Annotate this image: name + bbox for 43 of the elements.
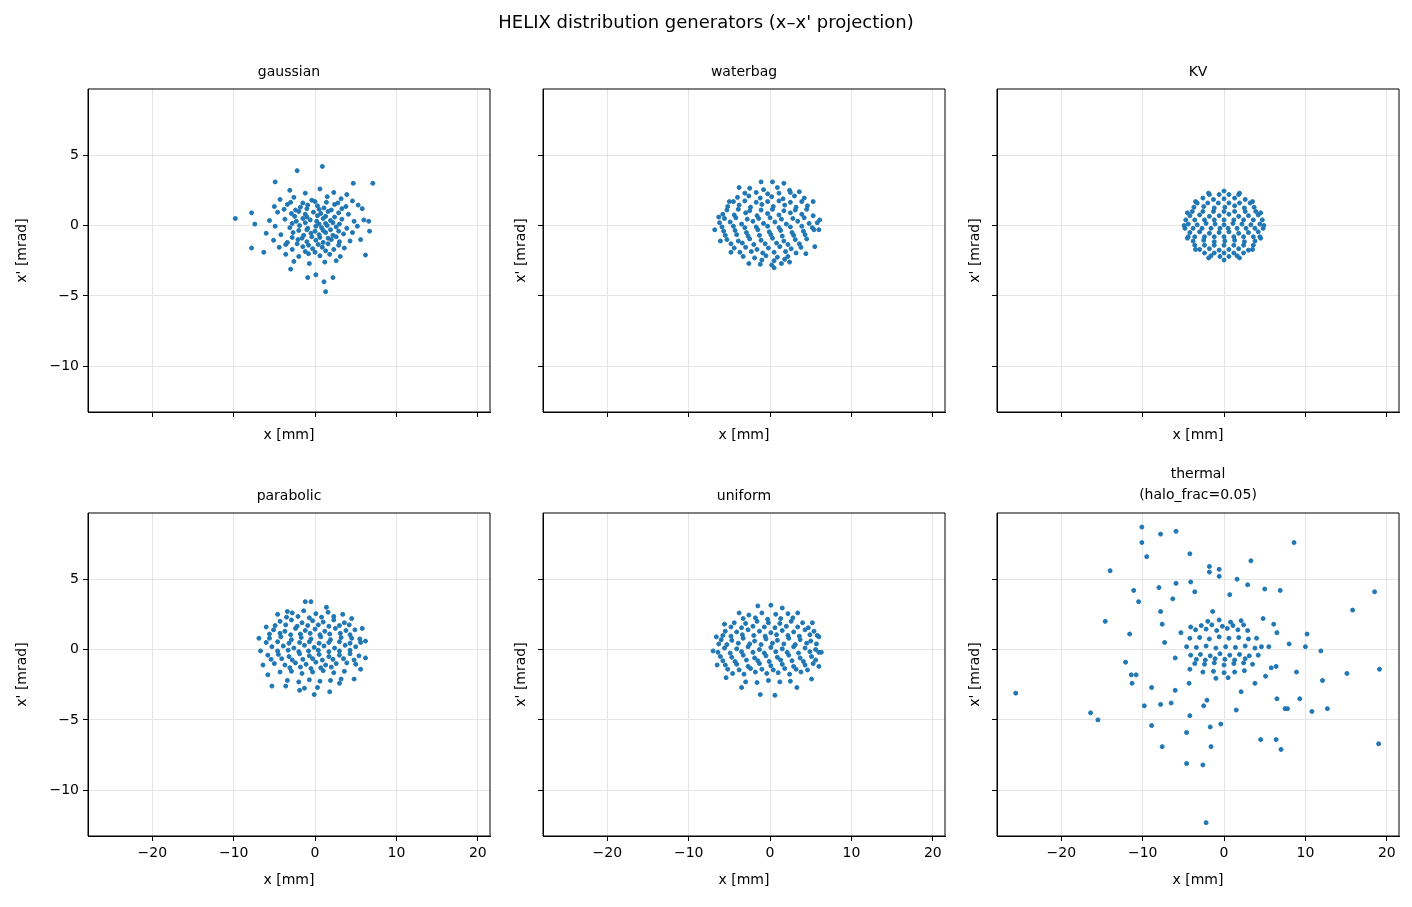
text: HELIX distribution generators (x–x' projection)	[498, 11, 914, 33]
x-tick-label: −20	[137, 844, 168, 861]
x-axis-title: x [mm]	[718, 870, 770, 887]
x-tick-label: 10	[1296, 844, 1315, 861]
y-axis-title: x' [mrad]	[511, 642, 528, 707]
x-axis-title: x [mm]	[1172, 870, 1224, 887]
x-tick-label: 20	[923, 844, 942, 861]
x-tick-label: −10	[218, 844, 249, 861]
x-tick-label: 0	[310, 844, 320, 861]
chart-title: gaussian	[257, 62, 321, 79]
x-tick-label: −10	[1127, 844, 1158, 861]
x-tick-label: 0	[765, 844, 775, 861]
x-tick-label: −10	[673, 844, 704, 861]
y-axis-title: x' [mrad]	[12, 642, 29, 707]
y-axis-title: x' [mrad]	[965, 218, 982, 283]
x-axis-title: x [mm]	[718, 425, 770, 442]
y-axis-title: x' [mrad]	[511, 218, 528, 283]
chart-title: thermal	[1170, 464, 1226, 481]
chart-subtitle: (halo_frac=0.05)	[1139, 485, 1257, 502]
x-tick-label: 10	[842, 844, 861, 861]
y-tick-label: −10	[49, 780, 79, 797]
y-axis-title: x' [mrad]	[12, 218, 29, 283]
x-tick-label: −20	[592, 844, 623, 861]
y-tick-label: 0	[70, 640, 79, 657]
x-tick-label: 10	[387, 844, 406, 861]
chart-title: KV	[1188, 62, 1208, 79]
y-axis-title: x' [mrad]	[965, 642, 982, 707]
x-tick-label: 20	[1377, 844, 1396, 861]
chart-title: waterbag	[710, 62, 778, 79]
x-tick-label: 0	[1219, 844, 1229, 861]
y-tick-label: 0	[70, 216, 79, 233]
y-tick-label: −10	[49, 356, 79, 373]
chart-title: uniform	[716, 486, 772, 503]
x-tick-label: −20	[1046, 844, 1077, 861]
x-axis-title: x [mm]	[263, 870, 315, 887]
x-axis-title: x [mm]	[1172, 425, 1224, 442]
chart-title: parabolic	[256, 486, 322, 503]
x-axis-title: x [mm]	[263, 425, 315, 442]
y-tick-label: 5	[70, 569, 79, 586]
y-tick-label: 5	[70, 145, 79, 162]
y-tick-label: −5	[58, 286, 79, 303]
x-tick-label: 20	[468, 844, 487, 861]
y-tick-label: −5	[58, 710, 79, 727]
